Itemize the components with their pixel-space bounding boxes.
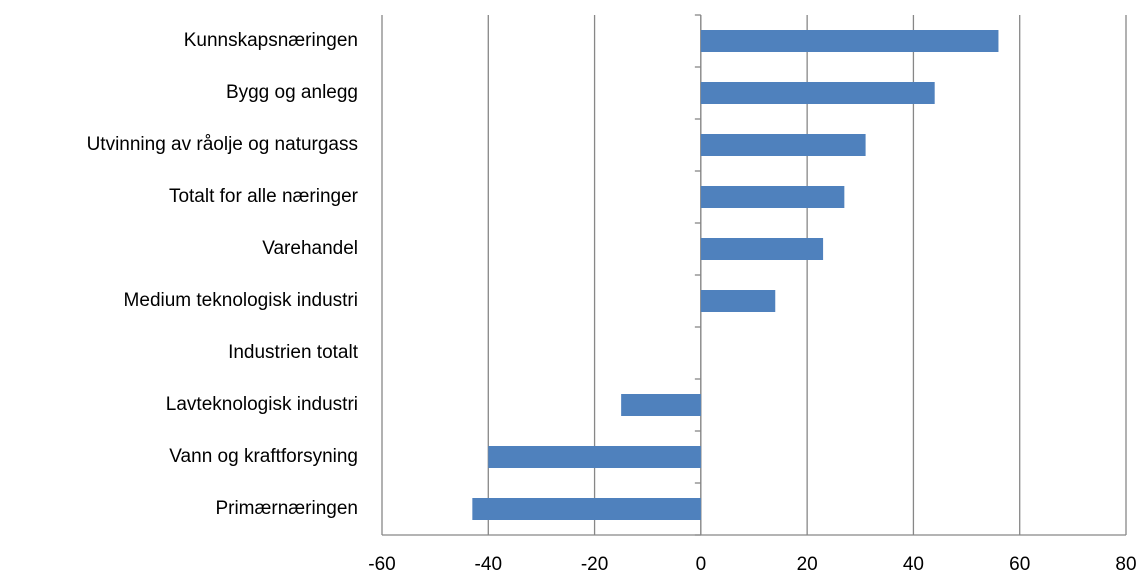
x-tick-label: 40 <box>903 554 924 575</box>
y-tick-label: Industrien totalt <box>228 342 359 363</box>
bar <box>700 238 824 260</box>
bar <box>700 186 845 208</box>
bar <box>700 82 935 104</box>
y-tick-label: Primærnæringen <box>215 498 358 519</box>
bar <box>472 498 701 520</box>
x-tick-label: -20 <box>581 554 608 575</box>
y-tick-label: Medium teknologisk industri <box>124 290 358 311</box>
y-tick-label: Varehandel <box>262 238 358 259</box>
x-tick-label: 80 <box>1115 554 1136 575</box>
bar <box>700 134 866 156</box>
bar <box>700 30 999 52</box>
y-tick-label: Utvinning av råolje og naturgass <box>87 134 358 155</box>
x-tick-label: 20 <box>797 554 818 575</box>
y-tick-label: Vann og kraftforsyning <box>169 446 358 467</box>
y-tick-label: Totalt for alle næringer <box>169 186 359 207</box>
bar <box>700 290 776 312</box>
y-tick-label: Bygg og anlegg <box>226 82 358 103</box>
y-tick-label: Lavteknologisk industri <box>166 394 358 415</box>
y-tick-label: Kunnskapsnæringen <box>184 30 358 51</box>
x-tick-label: -40 <box>475 554 502 575</box>
x-tick-label: -60 <box>368 554 395 575</box>
bar <box>621 394 701 416</box>
x-tick-label: 0 <box>696 554 707 575</box>
bar <box>488 446 701 468</box>
x-tick-label: 60 <box>1009 554 1030 575</box>
